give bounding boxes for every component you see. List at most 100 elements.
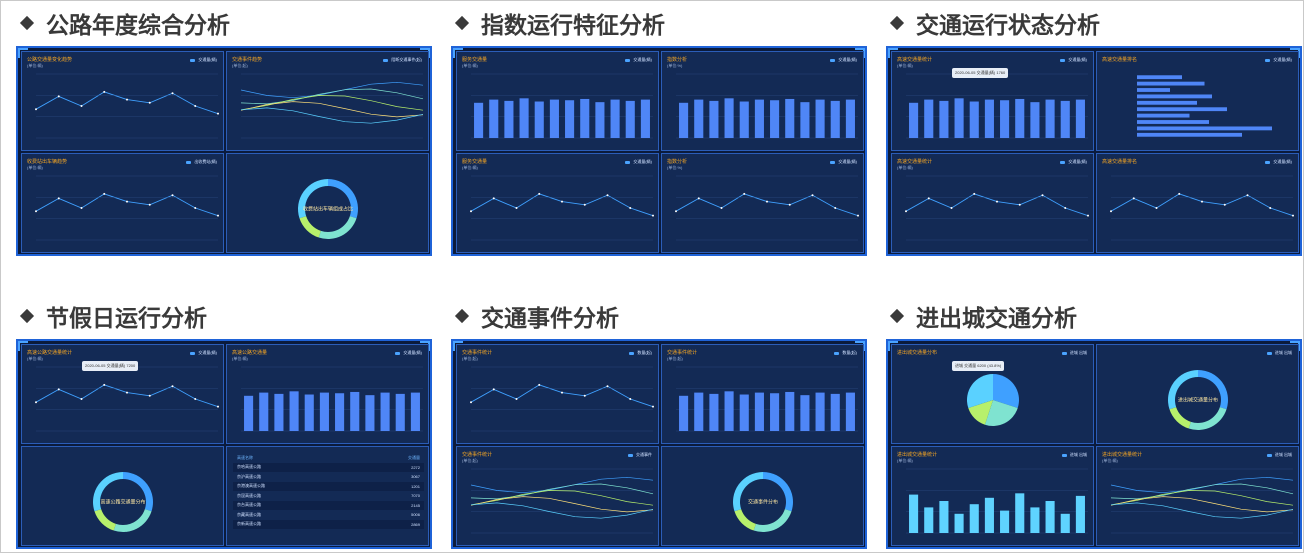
donut-center-label: 交通事件分布 [747,499,779,506]
series-line [240,95,424,111]
legend-swatch [395,351,401,355]
chart-graphic [906,468,1088,534]
chart-panel[interactable]: 交通事件趋势 (单位:起) 阻断交通事件(起) [226,51,429,151]
dashboard-preview[interactable]: 进出城交通量分布 进城 出城 进城 交通量 6200 (43.8%) 进城 出城 进出城… [886,339,1302,549]
chart-panel[interactable]: 高速名称 交通量 京哈高速公路 2272 京沪高速公路 3067 京港澳高速公路 1201 京昆… [226,446,429,546]
panel-legend[interactable]: 交通事件 [628,452,652,458]
bar [244,395,254,431]
corner-decoration [888,48,898,58]
table-row[interactable]: 京沪高速公路 3067 [233,472,424,482]
bar [694,392,704,431]
chart-panel[interactable]: 公路交通量变化趋势 (单位:辆) 交通量(辆) [21,51,224,151]
panel-unit: (单位:辆) [27,356,43,361]
panel-legend[interactable]: 交通量(辆) [1265,159,1292,165]
panel-legend[interactable]: 阻断交通事件(起) [383,57,422,63]
line-point [857,214,859,217]
chart-graphic [906,73,1088,139]
panel-legend[interactable]: 交通量(辆) [1060,57,1087,63]
panel-title: 交通事件统计 [462,350,493,356]
panel-unit: (单位:%) [667,165,683,170]
line-point [538,383,541,386]
dashboard-preview[interactable]: 高速交通量统计 (单位:辆) 交通量(辆) 2020-06-05 交通量(辆) 176… [886,46,1302,256]
line-point [720,207,723,209]
chart-panel[interactable]: 高速公路交通量统计 (单位:辆) 交通量(辆) 2020-06-05 交通量(辆) 7… [21,344,224,444]
chart-panel[interactable]: 交通事件统计 (单位:起) 数量(起) [456,344,659,444]
legend-label: 交通量(辆) [1068,159,1087,164]
chart-panel[interactable]: 交通事件统计 (单位:起) 交通事件 [456,446,659,546]
panel-legend[interactable]: 数量(起) [629,350,652,356]
line-point [1223,203,1226,206]
chart-panel[interactable]: 进城 出城 进出城交通量分布 [1096,344,1299,444]
panel-legend[interactable]: 进城 出城 [1266,350,1292,356]
line-point [126,98,128,101]
panel-title: 交通事件趋势 [232,57,263,63]
chart-panel[interactable]: 高速交通量统计 (单位:辆) 交通量(辆) [891,153,1094,253]
panel-legend[interactable]: 交通量(辆) [1265,57,1292,63]
dashboard-preview[interactable]: 服务交通量 (单位:辆) 交通量(辆) 指数分析 (单位:%) 交通量(辆) 服务交通量 (单… [451,46,867,256]
bar [534,101,544,138]
panel-legend[interactable]: 数量(起) [834,350,857,356]
panel-legend[interactable]: 交通量(辆) [190,57,217,63]
table-row[interactable]: 京台高速公路 2145 [233,500,424,510]
chart-panel[interactable]: 收费站出车辆组成占比 [226,153,429,253]
chart-panel[interactable]: 服务交通量 (单位:辆) 交通量(辆) [456,153,659,253]
chart-tooltip: 进城 交通量 6200 (43.8%) [952,361,1005,371]
chart-panel[interactable]: 收费站出车辆趋势 (单位:辆) 出收费站(辆) [21,153,224,253]
chart-panel[interactable]: 指数分析 (单位:%) 交通量(辆) [661,153,864,253]
chart-panel[interactable]: 进出城交通量统计 (单位:辆) 进城 出城 [891,446,1094,546]
pie-slice [1169,407,1191,429]
legend-swatch [190,58,196,62]
panel-legend[interactable]: 出收费站(辆) [186,159,217,165]
panel-legend[interactable]: 交通量(辆) [625,57,652,63]
table-header-cell: 交通量 [408,454,420,460]
chart-panel[interactable]: 高速交通量统计 (单位:辆) 交通量(辆) 2020-06-05 交通量(辆) 176… [891,51,1094,151]
table-row[interactable]: 京港澳高速公路 1201 [233,481,424,491]
table-row[interactable]: 京藏高速公路 5006 [233,510,424,520]
panel-legend[interactable]: 进城 出城 [1061,452,1087,458]
chart-panel[interactable]: 高速公路交通量 (单位:辆) 交通量(辆) [226,344,429,444]
panel-legend[interactable]: 交通量(辆) [190,350,217,356]
panel-title: 指数分析 [667,159,688,165]
line-point [629,398,632,400]
chart-panel[interactable]: 进出城交通量统计 (单位:辆) 进城 出城 [1096,446,1299,546]
table-row[interactable]: 京昆高速公路 7070 [233,491,424,501]
panel-legend[interactable]: 进城 出城 [1266,452,1292,458]
legend-label: 阻断交通事件(起) [391,57,422,62]
corner-decoration [1290,341,1300,351]
line-point [788,203,791,206]
panel-legend[interactable]: 交通量(辆) [395,350,422,356]
chart-panel[interactable]: 服务交通量 (单位:辆) 交通量(辆) [456,51,659,151]
legend-label: 交通量(辆) [1068,57,1087,62]
line-point [950,207,953,209]
panel-legend[interactable]: 交通量(辆) [830,159,857,165]
chart-panel[interactable]: 进出城交通量分布 进城 出城 进城 交通量 6200 (43.8%) [891,344,1094,444]
chart-panel[interactable]: 指数分析 (单位:%) 交通量(辆) [661,51,864,151]
line-point [1018,203,1021,206]
line-point [148,203,151,206]
diamond-bullet-icon [454,15,470,31]
dashboard-preview[interactable]: 公路交通量变化趋势 (单位:辆) 交通量(辆) 交通事件趋势 (单位:起) 阻断交通事件(… [16,46,432,256]
dashboard-preview[interactable]: 交通事件统计 (单位:起) 数量(起) 交通事件统计 (单位:起) 数量(起) 交通事件统计… [451,339,867,549]
table-cell: 京港澳高速公路 [237,483,265,489]
panel-legend[interactable]: 进城 出城 [1061,350,1087,356]
chart-panel[interactable]: 高速交通量排名 交通量(辆) [1096,153,1299,253]
legend-label: 进城 出城 [1274,350,1292,355]
chart-panel[interactable]: 交通事件统计 (单位:起) 数量(起) [661,344,864,444]
legend-swatch [1061,351,1067,355]
section-title: 节假日运行分析 [16,301,207,331]
legend-swatch [1266,453,1272,457]
chart-panel[interactable]: 高速交通量排名 交通量(辆) [1096,51,1299,151]
bar [770,393,780,431]
dashboard-preview[interactable]: 高速公路交通量统计 (单位:辆) 交通量(辆) 2020-06-05 交通量(辆) 7… [16,339,432,549]
chart-panel[interactable]: 高速公路交通量分布 [21,446,224,546]
panel-legend[interactable]: 交通量(辆) [625,159,652,165]
line-point [811,194,814,197]
bar [924,507,934,533]
table-row[interactable]: 京新高速公路 2869 [233,519,424,529]
panel-legend[interactable]: 交通量(辆) [1060,159,1087,165]
chart-panel[interactable]: 交通事件分布 [661,446,864,546]
bar [1060,100,1070,138]
panel-legend[interactable]: 交通量(辆) [830,57,857,63]
pie-slice [298,179,328,219]
table-row[interactable]: 京哈高速公路 2272 [233,462,424,472]
